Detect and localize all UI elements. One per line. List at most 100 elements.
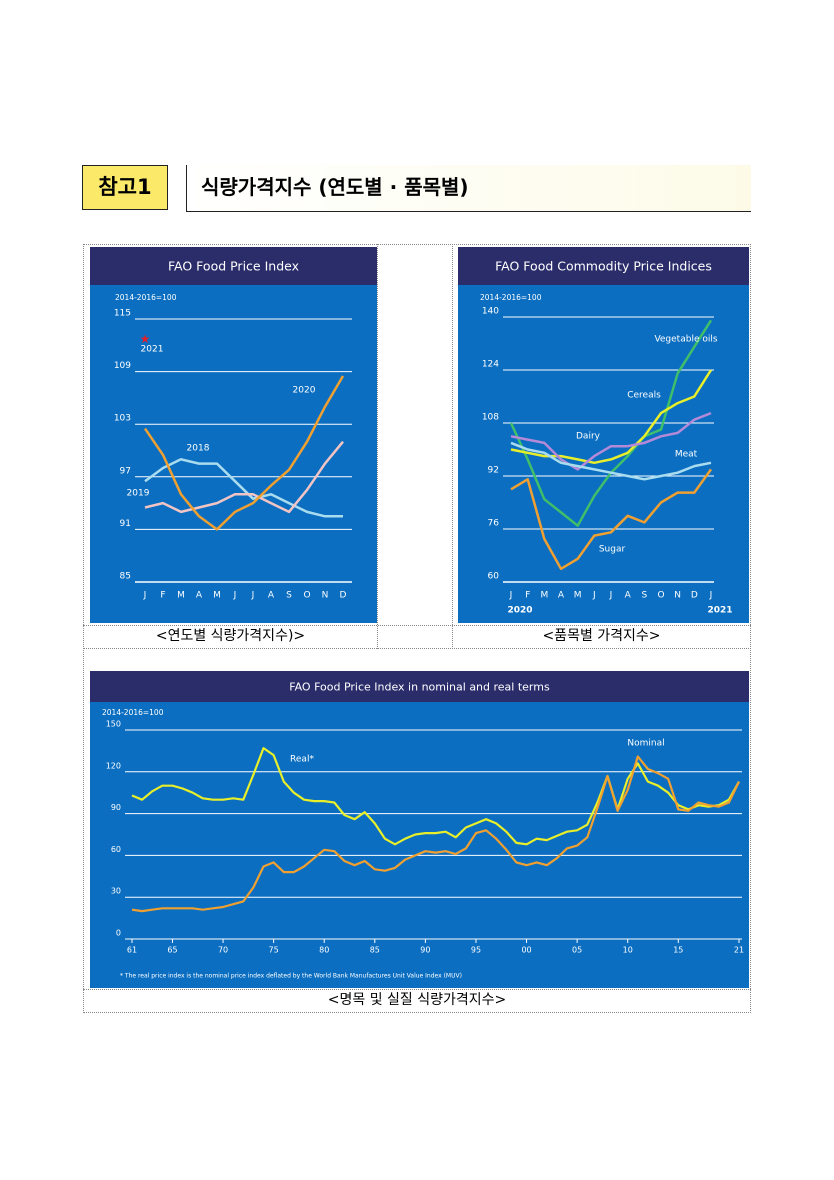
x-tick-label: 21	[734, 946, 744, 955]
y-tick-label: 90	[111, 803, 121, 812]
x-group-label: 2020	[507, 606, 532, 616]
series-line	[510, 468, 713, 571]
x-tick-label: S	[286, 591, 292, 601]
series-label: Dairy	[576, 432, 601, 442]
series-label: 2020	[293, 386, 316, 396]
x-tick-label: 15	[673, 946, 683, 955]
point-marker: ★	[140, 332, 151, 346]
series-line	[510, 411, 712, 471]
title-bar	[458, 247, 749, 285]
caption: <연도별 식량가격지수)>	[155, 628, 306, 644]
plot-background	[90, 671, 749, 988]
x-tick-label: J	[709, 591, 713, 601]
x-tick-label: J	[609, 591, 613, 601]
caption: <품목별 가격지수>	[542, 628, 661, 644]
series-label: Sugar	[599, 545, 626, 555]
x-tick-label: 10	[623, 946, 633, 955]
x-tick-label: F	[525, 591, 530, 601]
x-tick-label: J	[233, 591, 237, 601]
y-tick-label: 150	[106, 720, 121, 729]
y-tick-label: 60	[488, 572, 500, 582]
chart: FAO Food Price Index in nominal and real…	[90, 671, 749, 988]
y-tick-label: 140	[482, 307, 499, 317]
y-tick-label: 76	[488, 519, 500, 529]
table-gap	[377, 244, 453, 649]
x-tick-label: 90	[420, 946, 430, 955]
x-tick-label: J	[509, 591, 513, 601]
x-tick-label: D	[340, 591, 347, 601]
subtitle: 2014-2016=100	[102, 708, 164, 717]
x-tick-label: J	[592, 591, 596, 601]
series-label: Real*	[290, 755, 314, 765]
y-tick-label: 60	[111, 845, 121, 854]
series-label: 2018	[187, 444, 210, 454]
x-tick-label: A	[196, 591, 203, 601]
x-tick-label: N	[322, 591, 329, 601]
y-tick-label: 0	[116, 929, 121, 938]
chart-title: FAO Food Commodity Price Indices	[495, 259, 712, 274]
x-tick-label: A	[625, 591, 632, 601]
series-label: Nominal	[627, 739, 664, 749]
plot-background	[90, 247, 377, 623]
x-tick-label: 80	[319, 946, 329, 955]
x-tick-label: M	[540, 591, 548, 601]
y-tick-label: 108	[482, 413, 499, 423]
series-label: Meat	[675, 450, 698, 460]
y-tick-label: 124	[482, 360, 499, 370]
y-tick-label: 91	[120, 519, 131, 529]
series-label: 2021	[141, 345, 164, 355]
footnote: * The real price index is the nominal pr…	[120, 973, 462, 980]
y-tick-label: 109	[114, 361, 131, 371]
series-label: Cereals	[627, 391, 661, 401]
series-line	[144, 440, 344, 514]
x-tick-label: 95	[471, 946, 481, 955]
x-tick-label: 61	[127, 946, 137, 955]
x-tick-label: 05	[572, 946, 582, 955]
subtitle: 2014-2016=100	[480, 293, 542, 302]
x-tick-label: O	[303, 591, 310, 601]
y-tick-label: 30	[111, 887, 121, 896]
x-tick-label: M	[177, 591, 185, 601]
x-tick-label: A	[268, 591, 275, 601]
chart: FAO Food Price Index 2014-2016=100 85 91 97 1…	[90, 247, 377, 623]
caption-row	[83, 989, 751, 1013]
x-tick-label: 65	[167, 946, 177, 955]
x-group-label: 2021	[707, 606, 732, 616]
series-line	[510, 441, 712, 481]
chart: FAO Food Commodity Price Indices 2014-201…	[458, 247, 749, 623]
y-tick-label: 115	[114, 309, 131, 319]
series-line	[131, 755, 740, 913]
title-bar	[90, 671, 749, 702]
y-tick-label: 92	[488, 466, 499, 476]
series-label: 2019	[127, 489, 150, 499]
x-tick-label: N	[674, 591, 681, 601]
x-tick-label: O	[657, 591, 664, 601]
series-line	[144, 458, 343, 518]
x-tick-label: 85	[370, 946, 380, 955]
x-tick-label: S	[641, 591, 647, 601]
x-tick-label: M	[574, 591, 582, 601]
x-tick-label: J	[143, 591, 147, 601]
caption: <명목 및 실질 식량가격지수>	[327, 992, 507, 1008]
x-tick-label: M	[213, 591, 221, 601]
series-line	[510, 369, 713, 465]
series-label: Vegetable oils	[654, 335, 717, 345]
x-tick-label: A	[558, 591, 565, 601]
heading: 식량가격지수 (연도별 · 품목별)	[186, 165, 751, 212]
x-tick-label: 70	[218, 946, 228, 955]
title-bar	[90, 247, 377, 285]
x-tick-label: D	[691, 591, 698, 601]
y-tick-label: 97	[120, 466, 131, 476]
x-tick-label: 00	[521, 946, 531, 955]
y-tick-label: 120	[106, 761, 121, 770]
series-line	[131, 747, 740, 846]
x-tick-label: J	[251, 591, 255, 601]
x-tick-label: F	[160, 591, 165, 601]
series-line	[143, 375, 345, 531]
badge: 참고1	[82, 165, 168, 210]
plot-background	[458, 247, 749, 623]
y-tick-label: 103	[114, 414, 131, 424]
chart-title: FAO Food Price Index in nominal and real…	[289, 681, 550, 694]
subtitle: 2014-2016=100	[115, 293, 177, 302]
